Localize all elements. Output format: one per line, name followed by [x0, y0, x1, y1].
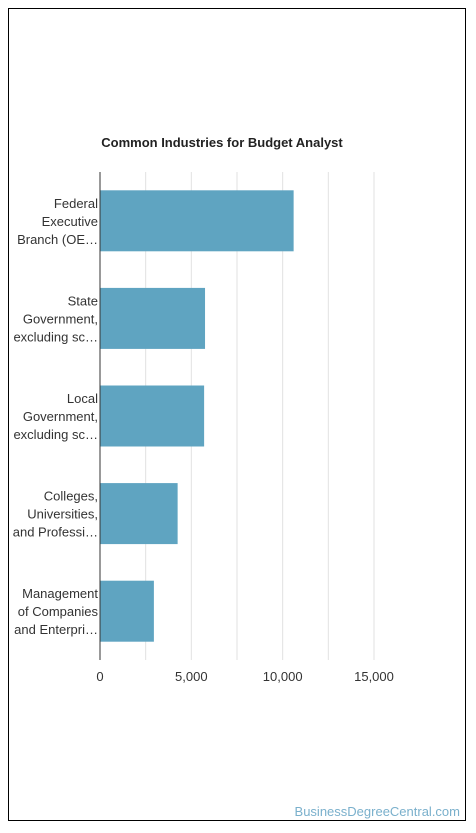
bars — [100, 190, 294, 642]
chart-title: Common Industries for Budget Analyst — [101, 135, 343, 150]
bar — [100, 385, 205, 447]
category-labels: Federal Executive Branch (OE… State Governme… — [13, 196, 99, 637]
x-tick-label: 5,000 — [175, 669, 208, 684]
x-tick-label: 15,000 — [354, 669, 394, 684]
category-label: State Government, excluding sc… — [13, 293, 98, 344]
x-tick-label: 0 — [96, 669, 103, 684]
bar — [100, 483, 178, 545]
category-label: Colleges, Universities, and Professi… — [13, 489, 98, 540]
grid-lines — [145, 172, 375, 660]
x-tick-label: 10,000 — [263, 669, 303, 684]
category-label: Management of Companies and Enterpri… — [14, 586, 98, 637]
category-label: Federal Executive Branch (OE… — [17, 196, 98, 247]
bar — [100, 287, 206, 349]
bar — [100, 190, 294, 252]
watermark: BusinessDegreeCentral.com — [294, 804, 460, 819]
bar — [100, 580, 154, 642]
category-label: Local Government, excluding sc… — [13, 391, 98, 442]
x-tick-labels: 0 5,000 10,000 15,000 — [96, 669, 394, 684]
